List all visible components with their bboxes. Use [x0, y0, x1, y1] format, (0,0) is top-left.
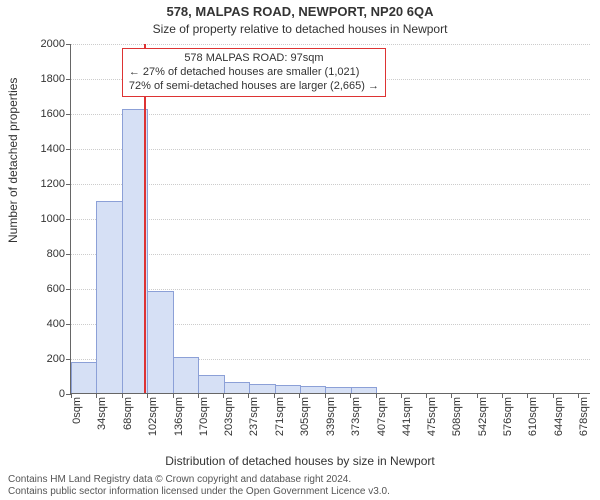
xtick-label: 475sqm: [426, 393, 438, 436]
xtick-label: 102sqm: [147, 393, 159, 436]
chart-container: 578, MALPAS ROAD, NEWPORT, NP20 6QA Size…: [0, 0, 600, 500]
xtick-label: 407sqm: [376, 393, 388, 436]
histogram-bar: [249, 384, 275, 393]
xtick-label: 0sqm: [71, 393, 83, 424]
ytick-label: 800: [47, 248, 71, 260]
xtick-label: 441sqm: [401, 393, 413, 436]
histogram-bar: [173, 357, 199, 393]
xtick-label: 305sqm: [299, 393, 311, 436]
footer: Contains HM Land Registry data © Crown c…: [8, 474, 592, 498]
ytick-label: 0: [59, 388, 71, 400]
histogram-bar: [300, 386, 326, 393]
gridline: [71, 184, 590, 185]
histogram-bar: [275, 385, 301, 393]
histogram-bar: [224, 382, 250, 394]
ytick-label: 1200: [41, 178, 71, 190]
footer-line-1: Contains HM Land Registry data © Crown c…: [8, 474, 592, 486]
xtick-label: 678sqm: [578, 393, 590, 436]
xtick-label: 373sqm: [350, 393, 362, 436]
gridline: [71, 254, 590, 255]
xtick-label: 271sqm: [274, 393, 286, 436]
ytick-label: 200: [47, 353, 71, 365]
xtick-label: 68sqm: [122, 393, 134, 430]
y-axis-label: Number of detached properties: [6, 78, 20, 243]
plot-area: 02004006008001000120014001600180020000sq…: [70, 44, 590, 394]
xtick-label: 576sqm: [502, 393, 514, 436]
annotation-line: 72% of semi-detached houses are larger (…: [129, 80, 379, 94]
xtick-label: 136sqm: [173, 393, 185, 436]
xtick-label: 610sqm: [527, 393, 539, 436]
gridline: [71, 114, 590, 115]
annotation-box: 578 MALPAS ROAD: 97sqm← 27% of detached …: [122, 48, 386, 97]
page-title: 578, MALPAS ROAD, NEWPORT, NP20 6QA: [0, 4, 600, 19]
gridline: [71, 44, 590, 45]
ytick-label: 2000: [41, 38, 71, 50]
ytick-label: 1000: [41, 213, 71, 225]
xtick-label: 237sqm: [248, 393, 260, 436]
plot-inner: 02004006008001000120014001600180020000sq…: [70, 44, 590, 394]
gridline: [71, 149, 590, 150]
ytick-label: 1400: [41, 143, 71, 155]
ytick-label: 1800: [41, 73, 71, 85]
xtick-label: 508sqm: [451, 393, 463, 436]
histogram-bar: [71, 362, 97, 393]
chart-subtitle: Size of property relative to detached ho…: [0, 22, 600, 36]
xtick-label: 339sqm: [325, 393, 337, 436]
annotation-line: ← 27% of detached houses are smaller (1,…: [129, 66, 379, 80]
xtick-label: 542sqm: [477, 393, 489, 436]
histogram-bar: [147, 291, 173, 394]
histogram-bar: [198, 375, 224, 393]
x-axis-label: Distribution of detached houses by size …: [0, 454, 600, 468]
ytick-label: 400: [47, 318, 71, 330]
xtick-label: 203sqm: [223, 393, 235, 436]
xtick-label: 644sqm: [553, 393, 565, 436]
footer-line-2: Contains public sector information licen…: [8, 486, 592, 498]
xtick-label: 170sqm: [198, 393, 210, 436]
gridline: [71, 219, 590, 220]
histogram-bar: [96, 201, 122, 393]
ytick-label: 600: [47, 283, 71, 295]
annotation-line: 578 MALPAS ROAD: 97sqm: [129, 52, 379, 66]
xtick-label: 34sqm: [96, 393, 108, 430]
ytick-label: 1600: [41, 108, 71, 120]
